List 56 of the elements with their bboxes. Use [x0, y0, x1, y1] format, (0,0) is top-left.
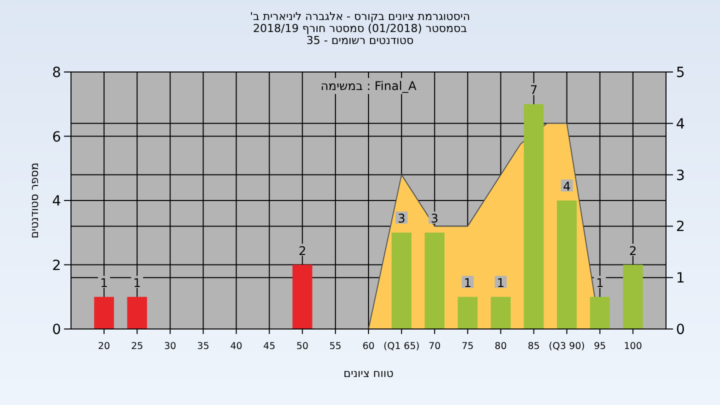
- data-label: 3: [398, 212, 406, 226]
- y2-tick-label: 1: [676, 270, 685, 287]
- x-tick-label: 70: [428, 341, 441, 352]
- data-label: 2: [298, 244, 306, 258]
- x-tick-label: 35: [197, 341, 210, 352]
- bar: [458, 296, 478, 329]
- x-tick-label: 80: [494, 341, 507, 352]
- data-label: 7: [530, 83, 538, 98]
- x-tick-label: 55: [329, 341, 342, 352]
- x-tick-label: 75: [462, 341, 474, 352]
- x-tick-label: 100: [624, 341, 642, 352]
- y2-tick-label: 2: [676, 219, 685, 236]
- data-label: 1: [133, 276, 141, 290]
- data-label: 1: [496, 276, 505, 290]
- x-tick-label: 20: [98, 341, 110, 352]
- y-tick-label: 2: [52, 258, 61, 274]
- text: סטודנטים רשומים - 35: [306, 34, 414, 47]
- bar: [94, 296, 114, 329]
- y2-tick-label: 4: [676, 116, 685, 132]
- y-axis-title: מספר סטודנטים: [28, 162, 41, 238]
- x-tick-label: (Q1 65): [384, 341, 420, 352]
- x-tick-label: (Q3 90): [548, 341, 585, 352]
- x-tick-label: 25: [131, 341, 144, 352]
- bar: [524, 104, 544, 329]
- annotation: במשימה : Final_A: [320, 79, 418, 93]
- y-tick-label: 4: [52, 194, 62, 210]
- data-label: 3: [430, 212, 438, 226]
- x-tick-label: 40: [230, 341, 242, 352]
- data-label: 4: [563, 180, 571, 194]
- text: בסמסטר (01/2018) סמסטר חורף 2018/19: [253, 22, 467, 35]
- x-tick-label: 95: [594, 341, 606, 352]
- data-label: 1: [464, 276, 472, 290]
- bar: [590, 296, 610, 329]
- x-tick-label: 60: [362, 341, 375, 352]
- x-axis-title: טווח ציונים: [344, 367, 394, 380]
- bar: [392, 232, 412, 329]
- data-label: 2: [629, 244, 637, 258]
- bar: [556, 200, 577, 329]
- y2-tick-label: 5: [676, 65, 685, 81]
- bar: [127, 296, 148, 329]
- bar: [292, 264, 312, 329]
- x-tick-label: 85: [528, 341, 540, 352]
- x-tick-label: 50: [296, 341, 308, 352]
- x-tick-label: 45: [263, 341, 276, 352]
- y-tick-label: 0: [52, 322, 61, 338]
- data-label: 1: [596, 276, 604, 290]
- y2-tick-label: 0: [676, 322, 685, 338]
- data-label: 1: [100, 276, 108, 290]
- y-tick-label: 8: [52, 65, 61, 81]
- bar: [490, 296, 511, 329]
- bar: [424, 232, 445, 329]
- text: היסטוגרמת ציונים בקורס - אלגברה ליניארית ב': [250, 10, 470, 23]
- x-tick-label: 30: [164, 341, 176, 352]
- bar: [623, 264, 643, 329]
- y2-tick-label: 3: [676, 168, 685, 184]
- y-tick-label: 6: [52, 129, 62, 146]
